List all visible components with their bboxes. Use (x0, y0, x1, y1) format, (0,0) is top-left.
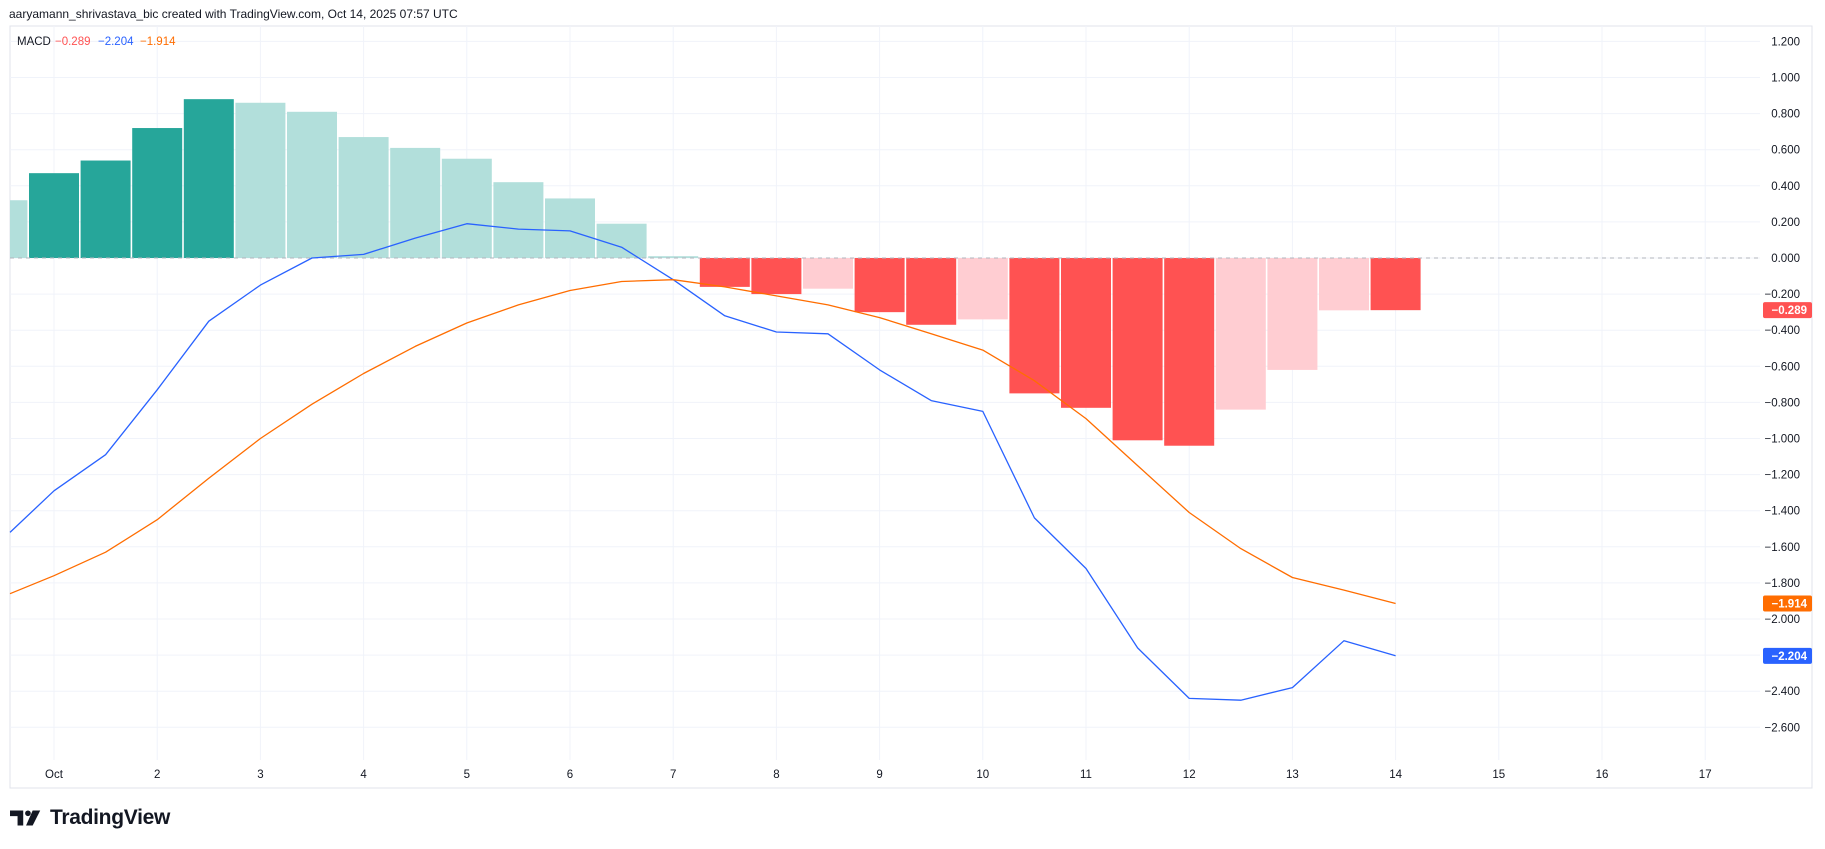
histogram-bar (1215, 258, 1266, 410)
histogram-bar (596, 223, 647, 258)
last-value-badge (1763, 302, 1812, 319)
y-tick-label: −2.600 (1765, 722, 1801, 734)
x-tick-label: 9 (876, 769, 882, 781)
y-tick-label: 1.000 (1771, 73, 1800, 85)
last-value-badge-label: −0.289 (1772, 305, 1808, 317)
y-tick-label: 0.600 (1771, 145, 1800, 157)
y-tick-label: −2.000 (1765, 614, 1801, 626)
x-tick-label: Oct (45, 769, 64, 781)
histogram-bar (441, 158, 492, 258)
y-tick-label: −0.600 (1765, 361, 1801, 373)
y-tick-label: −0.800 (1765, 397, 1801, 409)
y-tick-label: −1.800 (1765, 578, 1801, 590)
tradingview-logo-icon (10, 810, 41, 826)
histogram-bar (29, 173, 79, 258)
x-tick-label: 17 (1699, 769, 1712, 781)
histogram-bar (10, 200, 28, 258)
y-tick-label: 0.200 (1771, 217, 1800, 229)
tradingview-brand[interactable]: TradingView (10, 806, 170, 830)
histogram-bar (493, 182, 544, 258)
legend-label: MACD (17, 36, 51, 48)
x-tick-label: 5 (464, 769, 470, 781)
x-tick-label: 8 (773, 769, 779, 781)
histogram-bar (854, 258, 905, 313)
last-value-badge (1763, 647, 1812, 664)
histogram (10, 99, 1421, 446)
y-tick-label: −2.400 (1765, 686, 1801, 698)
histogram-bar (1267, 258, 1318, 370)
histogram-bar (1009, 258, 1060, 394)
x-tick-label: 10 (976, 769, 989, 781)
x-tick-label: 15 (1492, 769, 1505, 781)
x-tick-label: 13 (1286, 769, 1299, 781)
histogram-bar (545, 198, 595, 258)
histogram-bar (1319, 258, 1369, 311)
histogram-bar (183, 99, 234, 258)
y-tick-label: −1.600 (1765, 542, 1801, 554)
price-axis[interactable]: 1.200 1.000 0.800 0.600 0.400 0.200 0.000 −0.20… (1765, 36, 1801, 734)
macd-line (9, 223, 1396, 701)
histogram-bar (699, 258, 750, 287)
x-tick-label: 3 (257, 769, 263, 781)
histogram-bar (906, 258, 957, 325)
histogram-bar (1370, 258, 1421, 311)
histogram-bar (1112, 258, 1163, 441)
y-tick-label: −0.200 (1765, 289, 1801, 301)
x-tick-label: 2 (154, 769, 160, 781)
last-value-badge-label: −1.914 (1772, 598, 1808, 610)
histogram-bar (390, 147, 441, 258)
y-tick-label: 1.200 (1771, 36, 1800, 48)
histogram-bar (1061, 258, 1111, 408)
signal-line (9, 279, 1396, 605)
histogram-bar (1164, 258, 1215, 446)
y-tick-label: 0.400 (1771, 181, 1800, 193)
histogram-bar (132, 128, 183, 258)
x-tick-label: 16 (1596, 769, 1609, 781)
x-tick-label: 7 (670, 769, 676, 781)
histogram-bar (338, 137, 389, 258)
x-tick-label: 6 (567, 769, 573, 781)
x-tick-label: 14 (1389, 769, 1402, 781)
histogram-bar (803, 258, 853, 289)
time-axis[interactable]: Oct 2 3 4 5 6 7 8 9 10 11 12 13 14 15 16 17 (45, 769, 1712, 781)
legend-histogram-value: −0.289 (55, 36, 91, 48)
y-tick-label: −0.400 (1765, 325, 1801, 337)
last-value-badge-label: −2.204 (1772, 651, 1808, 663)
last-value-badges: −0.289 −1.914 −2.204 (1763, 302, 1812, 664)
y-tick-label: −1.000 (1765, 434, 1801, 446)
plot-border (9, 25, 1813, 789)
y-tick-label: 0.000 (1771, 253, 1800, 265)
x-tick-label: 11 (1080, 769, 1092, 781)
histogram-bar (957, 258, 1008, 320)
y-tick-label: −1.400 (1765, 506, 1801, 518)
y-tick-label: −1.200 (1765, 470, 1801, 482)
chart-attribution: aaryamann_shrivastava_bic created with T… (9, 7, 458, 21)
series-lines (9, 223, 1396, 701)
histogram-bar (80, 160, 131, 258)
indicator-legend[interactable]: MACD −0.289 −2.204 −1.914 (17, 36, 176, 48)
x-tick-label: 12 (1183, 769, 1196, 781)
legend-signal-value: −1.914 (140, 36, 176, 48)
x-tick-label: 4 (360, 769, 367, 781)
histogram-bar (648, 256, 699, 258)
last-value-badge (1763, 595, 1812, 612)
histogram-bar (235, 102, 286, 259)
brand-name: TradingView (50, 806, 171, 829)
y-tick-label: 0.800 (1771, 109, 1800, 121)
legend-macd-value: −2.204 (98, 36, 134, 48)
histogram-bar (287, 111, 337, 258)
histogram-bar (751, 258, 802, 295)
